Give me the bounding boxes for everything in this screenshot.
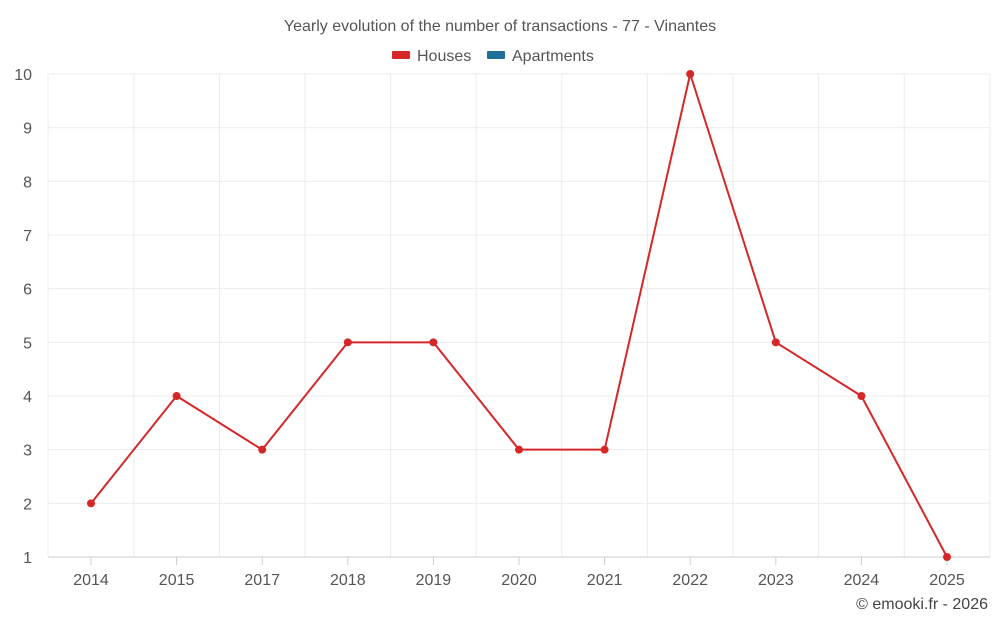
data-point-houses[interactable] xyxy=(515,445,523,454)
data-point-houses[interactable] xyxy=(686,70,695,78)
data-point-houses[interactable] xyxy=(771,338,780,347)
x-tick-label: 2015 xyxy=(159,572,195,589)
x-tick-label: 2019 xyxy=(416,572,452,589)
y-tick-label: 4 xyxy=(23,389,32,406)
x-axis-ticks: 2014 2015 2017 2018 2019 2020 2021 2022 2023 2024… xyxy=(73,557,965,589)
x-tick-label: 2025 xyxy=(929,572,965,589)
x-tick-label: 2017 xyxy=(244,572,280,589)
legend-label-apartments: Apartments xyxy=(512,48,594,65)
legend-swatch-apartments xyxy=(487,51,505,59)
data-point-houses[interactable] xyxy=(600,445,609,454)
legend-label-houses: Houses xyxy=(417,48,471,65)
x-tick-label: 2021 xyxy=(587,572,623,589)
data-point-houses[interactable] xyxy=(857,392,866,400)
legend-swatch-houses xyxy=(392,51,410,59)
data-point-houses[interactable] xyxy=(429,338,438,347)
data-point-houses[interactable] xyxy=(258,445,267,454)
chart-title: Yearly evolution of the number of transa… xyxy=(284,18,716,35)
grid xyxy=(47,73,991,558)
data-point-houses[interactable] xyxy=(343,338,352,347)
y-tick-label: 6 xyxy=(23,282,32,299)
data-point-houses[interactable] xyxy=(87,499,95,508)
y-tick-label: 5 xyxy=(23,335,32,352)
credit-text: © emooki.fr - 2026 xyxy=(856,596,988,613)
y-tick-label: 2 xyxy=(23,496,32,513)
y-tick-label: 1 xyxy=(23,550,32,567)
x-tick-label: 2020 xyxy=(501,572,537,589)
legend-item-apartments[interactable]: Apartments xyxy=(487,48,594,65)
x-tick-label: 2022 xyxy=(672,572,708,589)
data-point-houses[interactable] xyxy=(172,392,181,400)
x-tick-label: 2024 xyxy=(844,572,880,589)
data-point-houses[interactable] xyxy=(943,553,951,561)
series-houses xyxy=(87,70,951,561)
y-tick-label: 10 xyxy=(14,67,32,84)
x-tick-label: 2014 xyxy=(73,572,109,589)
x-tick-label: 2018 xyxy=(330,572,366,589)
legend: Houses Apartments xyxy=(392,48,594,65)
legend-item-houses[interactable]: Houses xyxy=(392,48,471,65)
y-tick-label: 3 xyxy=(23,443,32,460)
x-tick-label: 2023 xyxy=(758,572,794,589)
y-tick-label: 7 xyxy=(23,228,32,245)
y-tick-label: 8 xyxy=(23,174,32,191)
y-tick-label: 9 xyxy=(23,121,32,138)
y-axis-ticks: 1 2 3 4 5 6 7 8 9 10 xyxy=(14,67,32,567)
